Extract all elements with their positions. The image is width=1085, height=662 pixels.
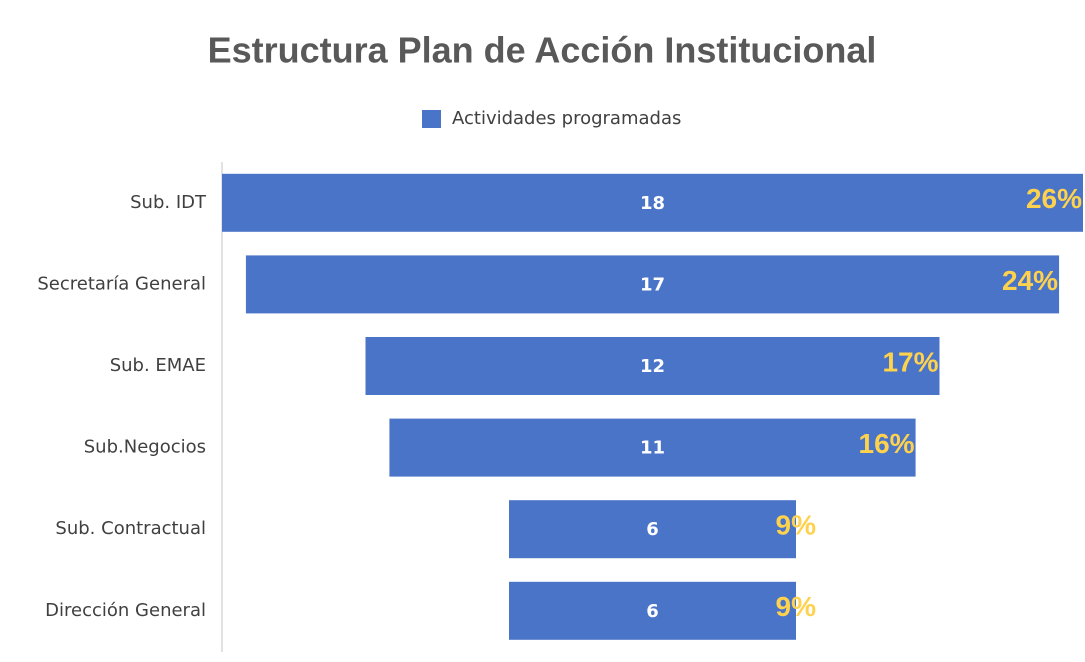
value-label: 11 <box>640 438 665 459</box>
category-label: Sub. Contractual <box>55 518 206 539</box>
bar <box>509 581 796 640</box>
percent-label: 9% <box>776 510 817 541</box>
bar <box>389 418 916 477</box>
category-label: Sub. EMAE <box>110 355 206 376</box>
value-label: 6 <box>646 519 659 540</box>
bar <box>509 500 796 559</box>
category-label: Sub. IDT <box>130 192 207 213</box>
percent-label: 26% <box>1026 183 1082 214</box>
bar <box>365 337 940 395</box>
percent-label: 16% <box>859 428 915 459</box>
value-label: 18 <box>640 193 665 214</box>
category-label: Sub.Negocios <box>84 437 206 458</box>
legend-label: Actividades programadas <box>452 108 681 129</box>
chart-title: Estructura Plan de Acción Institucional <box>208 30 877 71</box>
percent-label: 9% <box>776 591 817 622</box>
percent-label: 17% <box>882 346 938 377</box>
value-label: 17 <box>640 274 665 295</box>
category-label: Secretaría General <box>37 273 206 294</box>
category-label: Dirección General <box>45 600 206 621</box>
percent-label: 24% <box>1002 265 1058 296</box>
value-label: 6 <box>646 601 659 622</box>
legend-swatch <box>422 110 441 128</box>
bar <box>222 173 1083 232</box>
value-label: 12 <box>640 356 665 377</box>
bar <box>245 255 1060 314</box>
